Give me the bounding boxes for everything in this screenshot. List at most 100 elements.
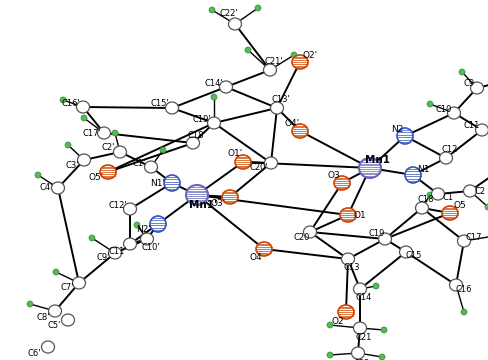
Text: C11: C11 xyxy=(464,122,480,130)
Ellipse shape xyxy=(379,233,391,245)
Ellipse shape xyxy=(338,305,354,319)
Text: N1: N1 xyxy=(417,165,429,174)
Ellipse shape xyxy=(270,102,284,114)
Text: C6': C6' xyxy=(27,348,41,357)
Ellipse shape xyxy=(144,161,158,173)
Text: O2': O2' xyxy=(303,51,318,60)
Ellipse shape xyxy=(304,226,317,238)
Ellipse shape xyxy=(53,269,59,275)
Text: O1': O1' xyxy=(227,149,243,158)
Text: C15: C15 xyxy=(406,252,422,261)
Ellipse shape xyxy=(381,327,387,333)
Ellipse shape xyxy=(256,242,272,256)
Text: O4: O4 xyxy=(250,252,263,261)
Ellipse shape xyxy=(264,157,278,169)
Ellipse shape xyxy=(35,172,41,178)
Ellipse shape xyxy=(327,352,333,358)
Text: C7': C7' xyxy=(60,283,74,292)
Ellipse shape xyxy=(485,204,488,210)
Ellipse shape xyxy=(353,283,366,295)
Ellipse shape xyxy=(447,107,461,119)
Ellipse shape xyxy=(78,154,90,166)
Text: C12: C12 xyxy=(442,145,458,154)
Ellipse shape xyxy=(255,5,261,11)
Ellipse shape xyxy=(449,279,463,291)
Text: C4': C4' xyxy=(40,184,53,193)
Text: C18': C18' xyxy=(187,130,206,139)
Text: C20': C20' xyxy=(250,162,268,171)
Ellipse shape xyxy=(222,190,238,204)
Ellipse shape xyxy=(98,127,110,139)
Ellipse shape xyxy=(112,130,118,136)
Ellipse shape xyxy=(165,102,179,114)
Ellipse shape xyxy=(291,52,297,58)
Ellipse shape xyxy=(427,192,433,198)
Ellipse shape xyxy=(342,253,354,265)
Text: Mn1: Mn1 xyxy=(366,155,390,165)
Text: O3': O3' xyxy=(210,198,225,207)
Text: C10: C10 xyxy=(436,104,452,113)
Text: C16': C16' xyxy=(61,99,81,108)
Ellipse shape xyxy=(41,341,55,353)
Ellipse shape xyxy=(351,347,365,359)
Ellipse shape xyxy=(415,202,428,214)
Ellipse shape xyxy=(405,167,421,183)
Text: C16: C16 xyxy=(456,284,472,293)
Ellipse shape xyxy=(334,176,350,190)
Ellipse shape xyxy=(52,182,64,194)
Text: C20: C20 xyxy=(294,234,310,243)
Ellipse shape xyxy=(400,246,412,258)
Ellipse shape xyxy=(440,152,452,164)
Text: C15': C15' xyxy=(151,99,169,108)
Ellipse shape xyxy=(100,165,116,179)
Text: C12': C12' xyxy=(109,201,127,210)
Ellipse shape xyxy=(431,188,445,200)
Ellipse shape xyxy=(77,101,89,113)
Text: O1: O1 xyxy=(354,211,366,220)
Text: C5': C5' xyxy=(47,321,61,330)
Text: C13: C13 xyxy=(344,262,360,271)
Ellipse shape xyxy=(114,146,126,158)
Text: O5: O5 xyxy=(454,201,467,210)
Ellipse shape xyxy=(264,64,277,76)
Text: C1: C1 xyxy=(443,194,453,202)
Ellipse shape xyxy=(186,137,200,149)
Ellipse shape xyxy=(458,235,470,247)
Text: C18: C18 xyxy=(418,195,434,204)
Ellipse shape xyxy=(427,101,433,107)
Ellipse shape xyxy=(461,309,467,315)
Text: C2': C2' xyxy=(102,144,115,153)
Ellipse shape xyxy=(27,301,33,307)
Ellipse shape xyxy=(292,55,308,69)
Text: C8': C8' xyxy=(36,312,50,321)
Ellipse shape xyxy=(123,203,137,215)
Ellipse shape xyxy=(228,18,242,30)
Text: C1': C1' xyxy=(132,158,146,167)
Ellipse shape xyxy=(353,322,366,334)
Ellipse shape xyxy=(209,7,215,13)
Ellipse shape xyxy=(245,47,251,53)
Ellipse shape xyxy=(379,354,385,360)
Text: C3': C3' xyxy=(65,162,79,171)
Ellipse shape xyxy=(186,185,208,205)
Text: C11': C11' xyxy=(109,248,127,256)
Ellipse shape xyxy=(164,175,180,191)
Ellipse shape xyxy=(48,305,61,317)
Text: O3: O3 xyxy=(327,171,340,180)
Ellipse shape xyxy=(359,158,381,178)
Ellipse shape xyxy=(65,142,71,148)
Text: C17: C17 xyxy=(466,233,482,242)
Ellipse shape xyxy=(220,81,232,93)
Ellipse shape xyxy=(292,124,308,138)
Text: C17': C17' xyxy=(82,129,102,138)
Ellipse shape xyxy=(207,117,221,129)
Text: N2: N2 xyxy=(391,126,403,135)
Ellipse shape xyxy=(327,322,333,328)
Ellipse shape xyxy=(60,97,66,103)
Ellipse shape xyxy=(340,208,356,222)
Ellipse shape xyxy=(81,115,87,121)
Ellipse shape xyxy=(89,235,95,241)
Ellipse shape xyxy=(235,155,251,169)
Text: N1': N1' xyxy=(150,179,165,188)
Text: C9: C9 xyxy=(464,80,474,89)
